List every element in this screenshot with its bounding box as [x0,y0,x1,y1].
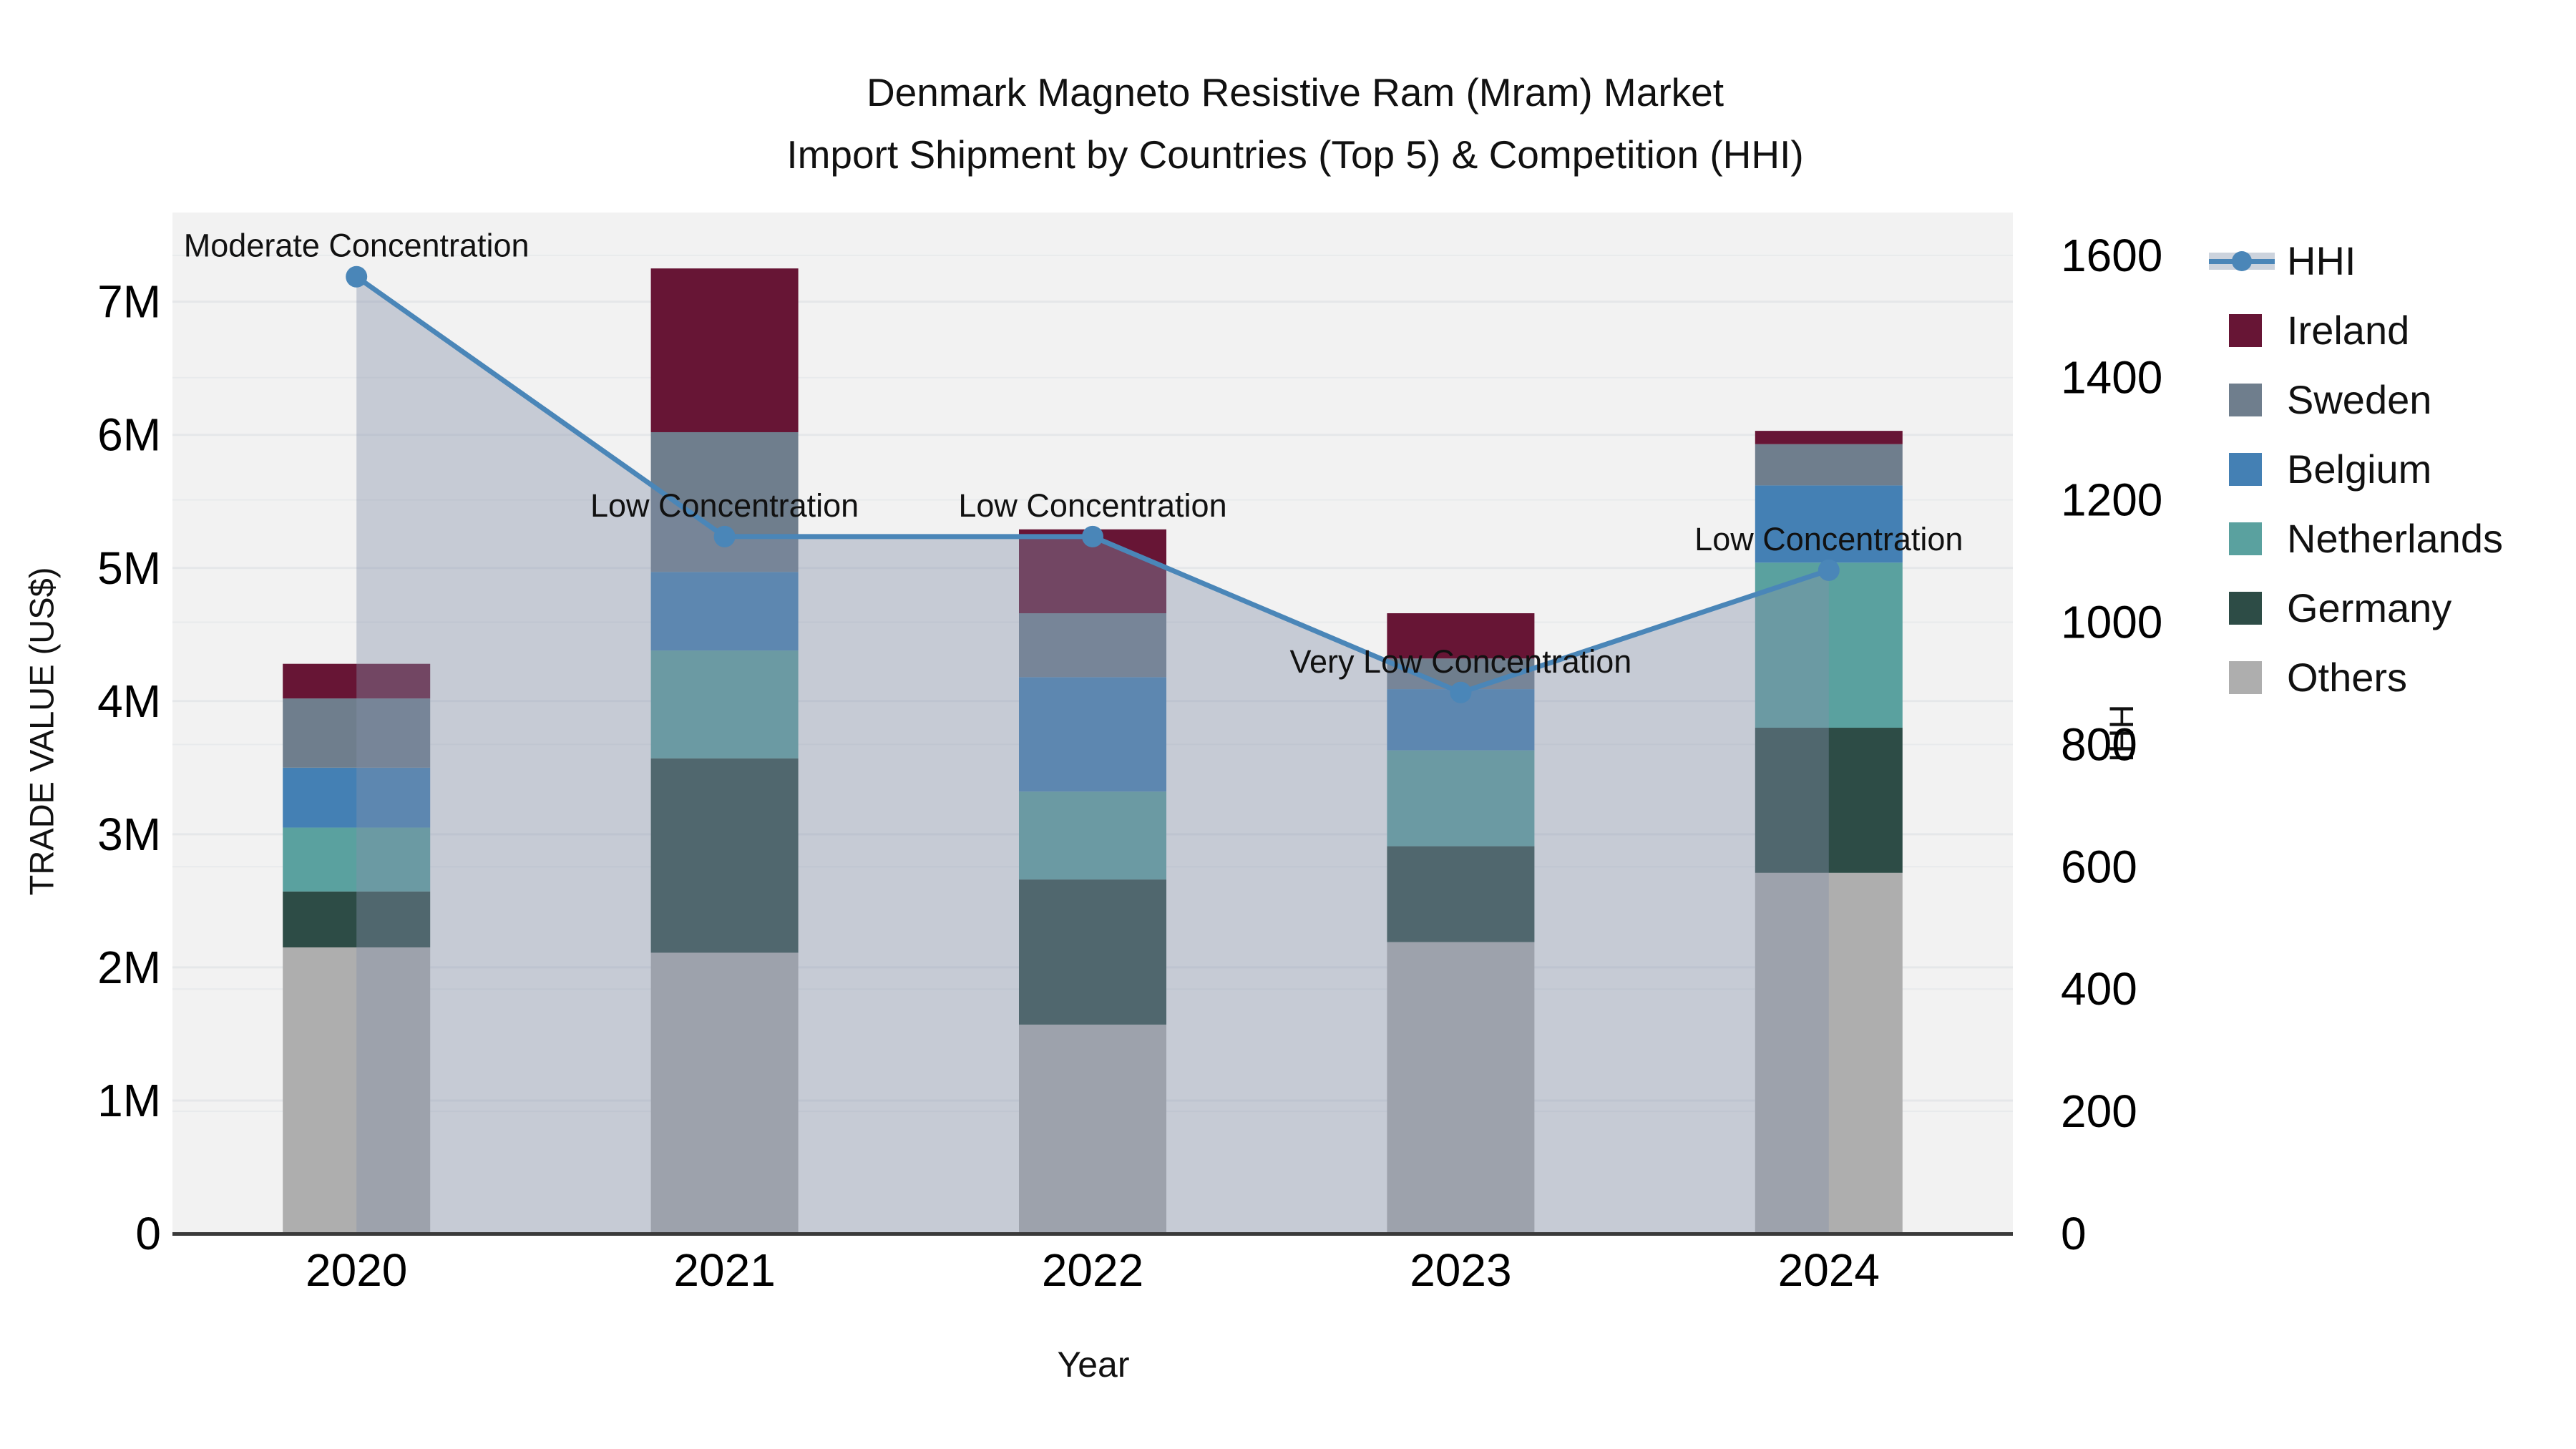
annotation-2024: Low Concentration [1694,521,1963,557]
annotation-2021: Low Concentration [590,487,859,524]
hhi-marker-2020 [346,265,368,288]
legend-label-germany: Germany [2287,585,2452,630]
legend-label-netherlands: Netherlands [2287,516,2503,561]
legend-swatch-netherlands [2229,522,2262,555]
annotation-2020: Moderate Concentration [184,228,530,264]
y-tick-label: 4M [97,675,161,727]
legend-hhi-line-icon [2209,240,2275,283]
legend-item-germany: Germany [2209,573,2503,643]
legend: HHI Ireland Sweden Belgium Netherlands German… [2209,226,2503,712]
bar-segment-belgium-2024 [1755,485,1903,563]
bar-segment-ireland-2023 [1387,613,1535,659]
legend-swatch-icon [2209,587,2275,630]
bar-segment-belgium-2020 [283,767,431,828]
legend-swatch-germany [2229,591,2262,625]
bar-segment-netherlands-2021 [650,650,799,758]
hhi-marker-2024 [1818,559,1840,581]
y-tick-label: 2M [97,942,161,993]
y-tick-label: 1M [97,1075,161,1126]
legend-item-hhi: HHI [2209,226,2503,296]
legend-label-hhi: HHI [2287,238,2356,283]
y-tick-label: 7M [97,276,161,328]
x-axis-line [172,1232,2013,1236]
hhi-marker-2021 [713,525,736,547]
bar-segment-ireland-2020 [283,663,431,699]
legend-item-belgium: Belgium [2209,434,2503,504]
legend-item-netherlands: Netherlands [2209,504,2503,573]
bar-segment-belgium-2021 [650,572,799,651]
bar-segment-netherlands-2024 [1755,562,1903,728]
chart-title: Denmark Magneto Resistive Ram (Mram) Mar… [786,62,1803,186]
y2-tick-label: 1000 [2061,597,2162,648]
legend-swatch-icon [2209,309,2275,352]
y-tick-label: 3M [97,809,161,860]
legend-swatch-others [2229,660,2262,694]
legend-swatch-icon [2209,517,2275,560]
y2-tick-label: 600 [2061,841,2137,892]
y2-tick-label: 1600 [2061,230,2162,281]
bar-segment-germany-2024 [1755,728,1903,873]
bar-segment-germany-2022 [1019,879,1166,1025]
bar-segment-netherlands-2020 [283,827,431,892]
annotation-2023: Very Low Concentration [1290,643,1632,680]
bar-segment-netherlands-2022 [1019,791,1166,880]
bar-segment-germany-2021 [650,758,799,953]
x-tick-label-2023: 2023 [1410,1244,1511,1296]
y-tick-label: 5M [97,542,161,594]
legend-swatch-sweden [2229,383,2262,416]
legend-label-sweden: Sweden [2287,377,2432,422]
hhi-area-fill [356,276,1829,1234]
y2-tick-label: 400 [2061,963,2137,1015]
bar-segment-netherlands-2023 [1387,750,1535,847]
legend-swatch-icon [2209,656,2275,699]
x-tick-label-2024: 2024 [1778,1244,1880,1296]
bar-segment-others-2022 [1019,1024,1166,1234]
legend-swatch-icon [2209,379,2275,421]
y2-tick-label: 1200 [2061,474,2162,526]
x-tick-label-2020: 2020 [306,1244,407,1296]
legend-label-belgium: Belgium [2287,447,2432,492]
legend-swatch-belgium [2229,452,2262,486]
y2-tick-label: 200 [2061,1085,2137,1137]
bar-segment-others-2024 [1755,872,1903,1234]
chart-title-line1: Denmark Magneto Resistive Ram (Mram) Mar… [866,70,1724,114]
legend-item-sweden: Sweden [2209,365,2503,434]
hhi-marker-2023 [1450,681,1472,703]
bar-segment-ireland-2021 [650,268,799,432]
y2-tick-label: 0 [2061,1208,2087,1259]
y2-tick-label: 800 [2061,718,2137,770]
bar-segment-others-2023 [1387,942,1535,1234]
bar-segment-sweden-2022 [1019,613,1166,678]
x-tick-label-2021: 2021 [673,1244,775,1296]
legend-label-ireland: Ireland [2287,308,2410,353]
bar-segment-belgium-2022 [1019,677,1166,792]
bar-segment-ireland-2024 [1755,431,1903,444]
y-tick-label: 0 [135,1208,161,1259]
y-tick-label: 6M [97,409,161,461]
legend-item-others: Others [2209,643,2503,712]
annotation-2022: Low Concentration [958,487,1226,524]
y2-tick-label: 1400 [2061,352,2162,404]
legend-swatch-icon [2209,448,2275,491]
bar-segment-germany-2020 [283,891,431,947]
bar-segment-sweden-2020 [283,698,431,768]
x-tick-label-2022: 2022 [1042,1244,1143,1296]
legend-label-others: Others [2287,655,2408,700]
hhi-marker-2022 [1082,525,1103,547]
legend-item-ireland: Ireland [2209,296,2503,365]
bar-segment-others-2020 [283,947,431,1234]
legend-swatch-ireland [2229,313,2262,347]
bar-segment-others-2021 [650,952,799,1234]
legend-hhi-marker [2232,250,2252,271]
chart-title-line2: Import Shipment by Countries (Top 5) & C… [786,132,1804,177]
bar-segment-germany-2023 [1387,846,1535,942]
x-axis-title: Year [1057,1345,1130,1385]
bar-segment-sweden-2024 [1755,444,1903,486]
